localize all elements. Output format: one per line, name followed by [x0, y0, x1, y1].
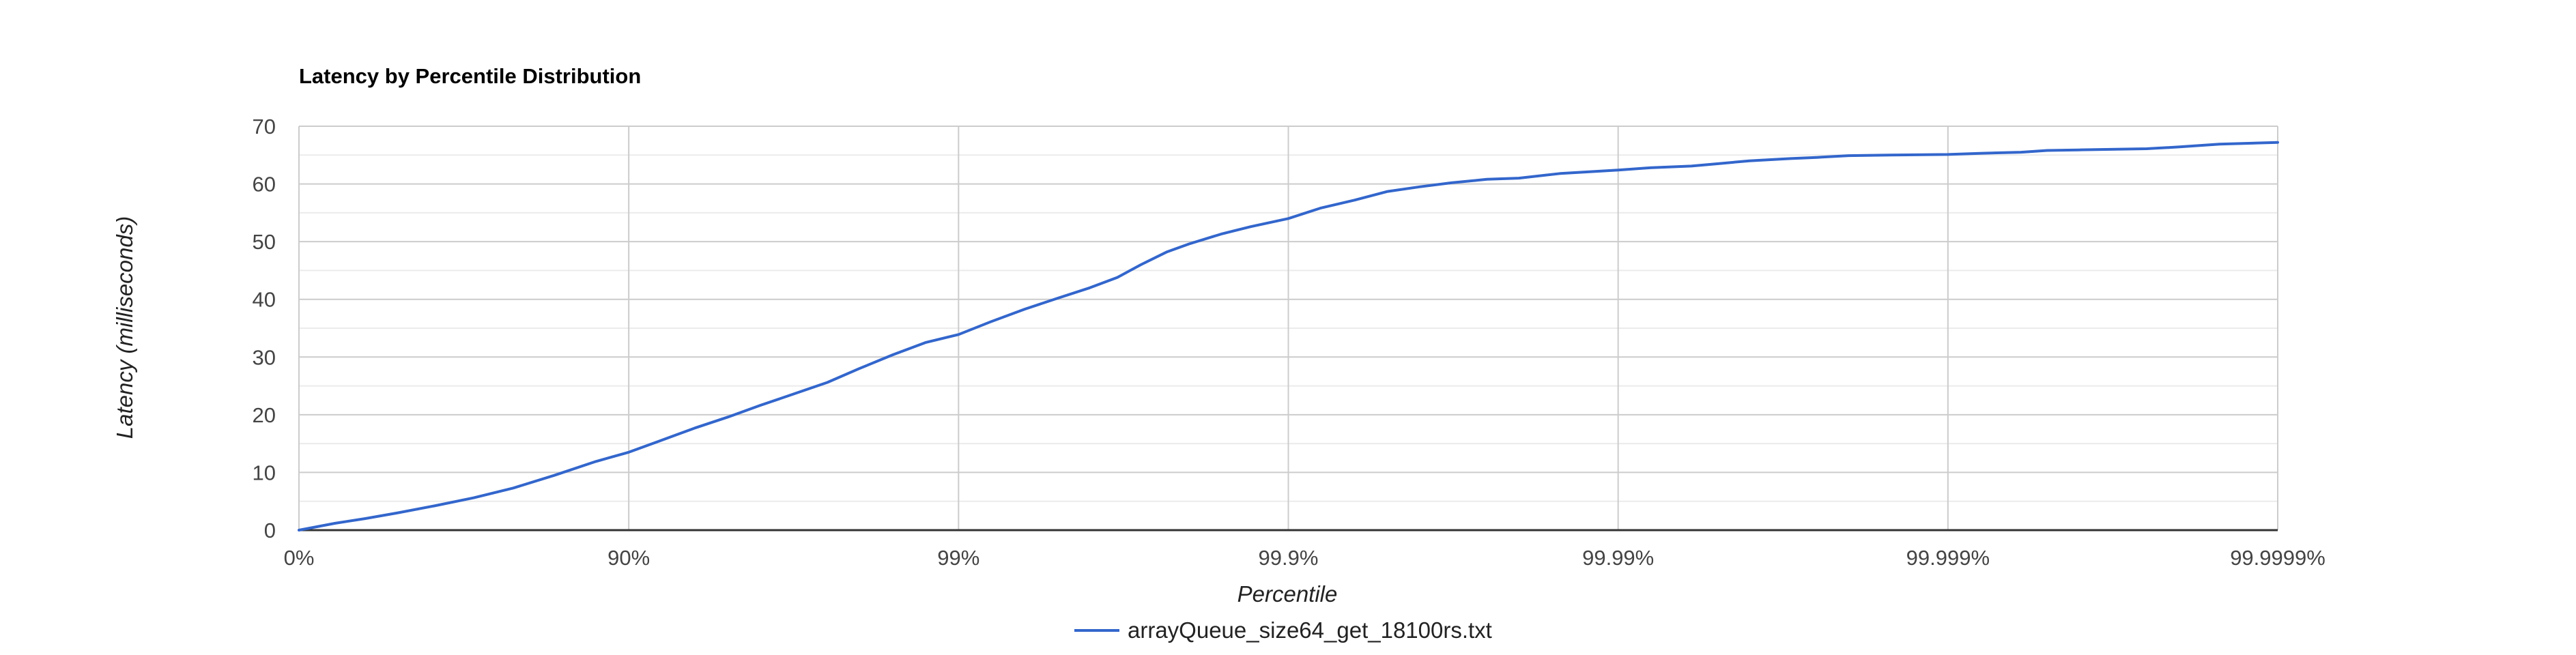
y-tick-label: 10 [253, 461, 276, 484]
x-axis-title: Percentile [1237, 581, 1338, 607]
y-axis-title: Latency (milliseconds) [112, 216, 137, 439]
y-tick-label: 50 [253, 230, 276, 254]
x-tick-label: 0% [284, 546, 315, 570]
y-tick-label: 20 [253, 403, 276, 427]
x-tick-label: 99% [937, 546, 979, 570]
grid-layer [298, 126, 2278, 532]
x-tick-label: 99.9% [1259, 546, 1319, 570]
legend[interactable]: arrayQueue_size64_get_18100rs.txt [1074, 617, 1492, 643]
y-tick-label: 30 [253, 345, 276, 369]
series-line[interactable] [298, 141, 2279, 532]
x-tick-label: 99.99% [1582, 546, 1654, 570]
y-tick-label: 70 [253, 115, 276, 139]
chart-title: Latency by Percentile Distribution [299, 64, 641, 88]
y-tick-label: 40 [253, 288, 276, 312]
tick-layer: 0 10 20 30 40 50 60 70 0% 90% 99% 99.9% 99.99% 99.999… [253, 115, 2325, 570]
y-tick-label: 0 [264, 519, 276, 542]
y-tick-label: 60 [253, 173, 276, 196]
x-tick-label: 99.999% [1906, 546, 1990, 570]
x-tick-label: 99.9999% [2230, 546, 2325, 570]
legend-label: arrayQueue_size64_get_18100rs.txt [1128, 617, 1492, 643]
series-layer [298, 141, 2279, 532]
x-tick-label: 90% [607, 546, 650, 570]
